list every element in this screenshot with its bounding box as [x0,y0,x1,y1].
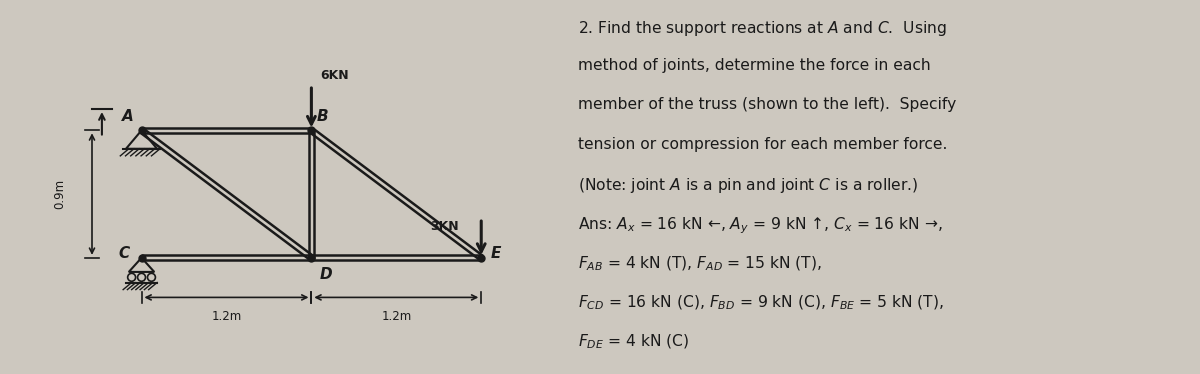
Text: A: A [121,109,133,124]
Text: tension or compression for each member force.: tension or compression for each member f… [578,137,947,151]
Text: 1.2m: 1.2m [211,310,241,323]
Text: 0.9m: 0.9m [53,179,66,209]
Text: 6KN: 6KN [320,69,348,82]
Text: Ans: $A_x$ = 16 kN ←, $A_y$ = 9 kN ↑, $C_x$ = 16 kN →,: Ans: $A_x$ = 16 kN ←, $A_y$ = 9 kN ↑, $C… [578,215,942,236]
Text: C: C [119,246,130,261]
Text: $F_{AB}$ = 4 kN (T), $F_{AD}$ = 15 kN (T),: $F_{AB}$ = 4 kN (T), $F_{AD}$ = 15 kN (T… [578,254,822,273]
Text: 1.2m: 1.2m [382,310,412,323]
Text: 2. Find the support reactions at $A$ and $C$.  Using: 2. Find the support reactions at $A$ and… [578,19,947,38]
Text: E: E [490,246,500,261]
Text: $F_{DE}$ = 4 kN (C): $F_{DE}$ = 4 kN (C) [578,333,689,351]
Text: (Note: joint $A$ is a pin and joint $C$ is a roller.): (Note: joint $A$ is a pin and joint $C$ … [578,176,918,195]
Text: method of joints, determine the force in each: method of joints, determine the force in… [578,58,931,73]
Text: B: B [317,109,329,124]
Text: 3KN: 3KN [431,220,458,233]
Text: member of the truss (shown to the left).  Specify: member of the truss (shown to the left).… [578,97,956,112]
Text: $F_{CD}$ = 16 kN (C), $F_{BD}$ = 9 kN (C), $F_{BE}$ = 5 kN (T),: $F_{CD}$ = 16 kN (C), $F_{BD}$ = 9 kN (C… [578,294,944,312]
Text: D: D [319,267,332,282]
